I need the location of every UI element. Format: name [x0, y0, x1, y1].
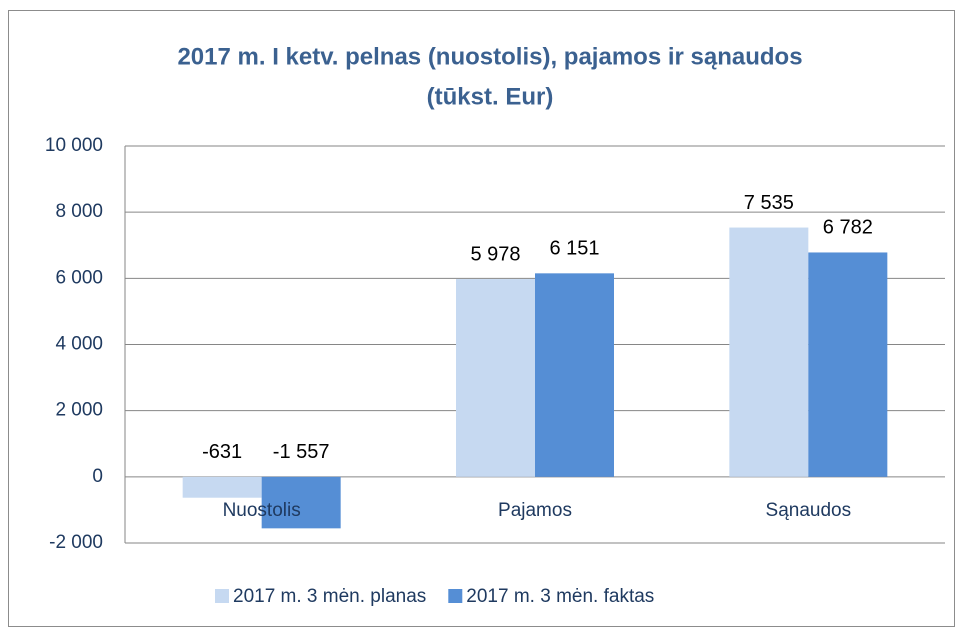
x-tick-label: Nuostolis: [223, 500, 301, 521]
y-tick-label: -2 000: [49, 532, 103, 553]
bar: [808, 252, 888, 477]
y-tick-label: 6 000: [55, 267, 103, 288]
x-tick-label: Sąnaudos: [766, 500, 852, 521]
data-label: 6 782: [823, 217, 873, 239]
bar: [729, 227, 809, 477]
y-tick-label: 10 000: [45, 135, 103, 156]
legend-label: 2017 m. 3 mėn. faktas: [466, 586, 654, 607]
x-tick-label: Pajamos: [498, 500, 572, 521]
legend-swatch: [448, 589, 463, 603]
data-label: 6 151: [549, 238, 599, 260]
legend-swatch: [215, 589, 229, 603]
legend-label: 2017 m. 3 mėn. planas: [233, 586, 426, 607]
bar: [456, 279, 535, 477]
data-label: 5 978: [470, 243, 520, 265]
bar: [182, 476, 262, 498]
data-label: -631: [202, 441, 242, 463]
data-label: 7 535: [744, 192, 794, 214]
y-tick-label: 8 000: [55, 201, 103, 222]
chart-title: 2017 m. I ketv. pelnas (nuostolis), paja…: [177, 43, 802, 70]
chart-title: (tūkst. Eur): [427, 83, 554, 110]
bar: [261, 476, 341, 529]
y-tick-label: 0: [92, 466, 103, 487]
data-label: -1 557: [273, 441, 330, 463]
y-tick-label: 2 000: [55, 400, 103, 421]
y-tick-label: 4 000: [55, 334, 103, 355]
bar: [535, 273, 614, 477]
